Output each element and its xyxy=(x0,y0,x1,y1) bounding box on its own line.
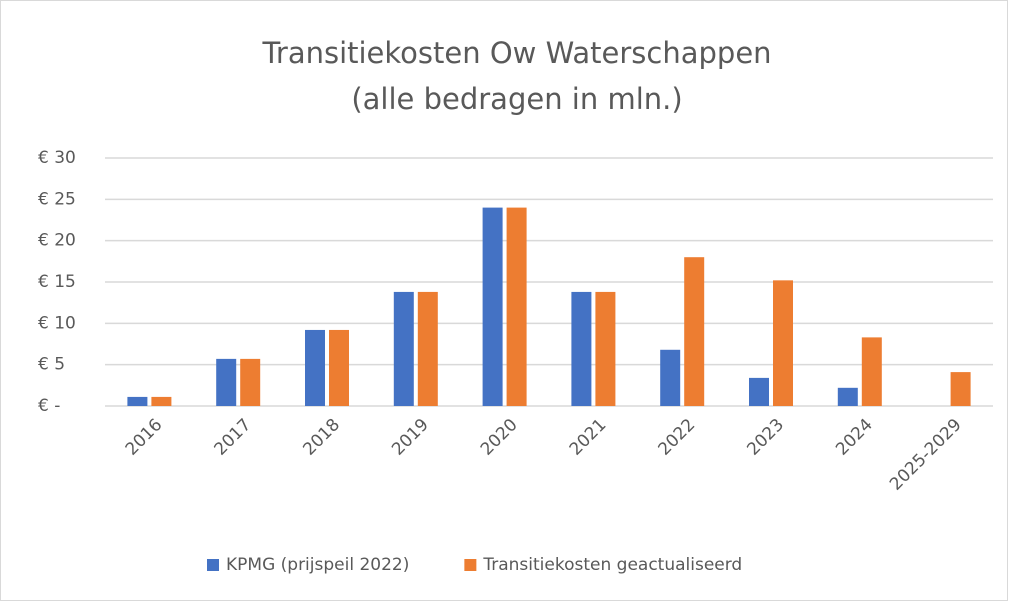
chart-subtitle: (alle bedragen in mln.) xyxy=(351,82,682,116)
bar xyxy=(773,280,793,406)
y-tick-label: € 20 xyxy=(38,231,76,251)
y-tick-label: € 30 xyxy=(38,148,76,168)
bar xyxy=(329,329,349,406)
legend-swatch xyxy=(464,559,477,571)
bar xyxy=(393,291,414,406)
bar xyxy=(861,337,882,406)
legend-label: Transitiekosten geactualiseerd xyxy=(482,555,742,575)
bar xyxy=(151,396,172,406)
bar xyxy=(417,291,438,406)
bar xyxy=(684,257,705,406)
legend-label: KPMG (prijspeil 2022) xyxy=(226,555,409,575)
bar xyxy=(837,387,858,406)
bar xyxy=(127,396,148,406)
bar xyxy=(240,358,261,406)
y-tick-label: € 25 xyxy=(38,189,76,209)
bar xyxy=(305,329,325,406)
chart-title: Transitiekosten Ow Waterschappen xyxy=(261,36,771,70)
bar xyxy=(660,349,681,406)
bar xyxy=(482,207,503,406)
y-tick-label: € 15 xyxy=(38,272,76,292)
bar xyxy=(506,207,527,406)
bar xyxy=(571,291,592,406)
legend-swatch xyxy=(207,559,219,571)
y-tick-label: € 10 xyxy=(38,313,76,333)
bar xyxy=(749,377,769,406)
bar xyxy=(216,358,237,406)
bar xyxy=(595,291,616,406)
bar xyxy=(950,372,971,406)
y-tick-label: € - xyxy=(38,396,60,416)
y-tick-label: € 5 xyxy=(38,355,65,375)
